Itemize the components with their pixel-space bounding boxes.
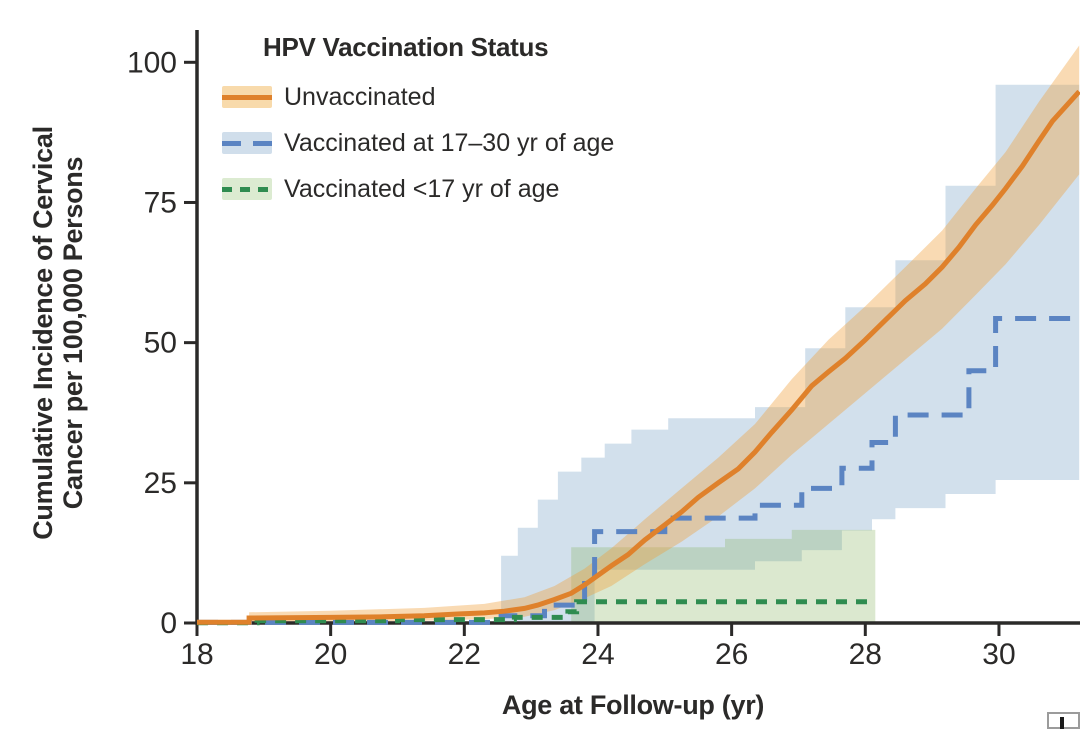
y-tick-label: 0: [160, 607, 177, 640]
y-tick-label: 25: [144, 467, 177, 500]
legend-label: Vaccinated <17 yr of age: [284, 174, 560, 203]
x-tick-label: 30: [982, 638, 1015, 671]
legend: HPV Vaccination Status Unvaccinated Vacc…: [222, 30, 642, 210]
cropped-next-panel-box: [1047, 712, 1080, 729]
vaccinated-17-30-line-swatch-icon: [222, 132, 272, 154]
y-axis-label: Cumulative Incidence of Cervical Cancer …: [28, 126, 88, 540]
y-axis-label-line2: Cancer per 100,000 Persons: [58, 156, 88, 510]
unvaccinated-line-swatch-icon: [222, 86, 272, 108]
legend-label: Unvaccinated: [284, 82, 436, 111]
x-tick-label: 22: [448, 638, 481, 671]
x-tick-label: 26: [715, 638, 748, 671]
series-line-vaccinated-at-17-30-yr-of-age: [197, 316, 1080, 625]
y-tick-label: 75: [144, 186, 177, 219]
legend-label: Vaccinated at 17–30 yr of age: [284, 128, 615, 157]
series-line-unvaccinated: [197, 89, 1080, 625]
legend-item-vaccinated-under-17: Vaccinated <17 yr of age: [222, 174, 560, 203]
y-tick-label: 100: [127, 46, 177, 79]
legend-title: HPV Vaccination Status: [263, 32, 549, 62]
x-tick-label: 18: [180, 638, 213, 671]
x-tick-label: 20: [314, 638, 347, 671]
confidence-band: [197, 45, 1080, 623]
legend-item-unvaccinated: Unvaccinated: [222, 82, 436, 111]
confidence-band: [501, 84, 1080, 623]
x-tick-label: 24: [581, 638, 614, 671]
legend-item-vaccinated-17-30: Vaccinated at 17–30 yr of age: [222, 128, 615, 157]
y-axis-label-line1: Cumulative Incidence of Cervical: [27, 126, 58, 540]
cropped-glyph: [1060, 717, 1064, 729]
x-axis-label: Age at Follow-up (yr): [501, 690, 765, 720]
x-tick-label: 28: [849, 638, 882, 671]
vaccinated-under-17-line-swatch-icon: [222, 178, 272, 200]
y-tick-label: 50: [144, 327, 177, 360]
series-line-vaccinated-17-yr-of-age: [197, 599, 876, 626]
